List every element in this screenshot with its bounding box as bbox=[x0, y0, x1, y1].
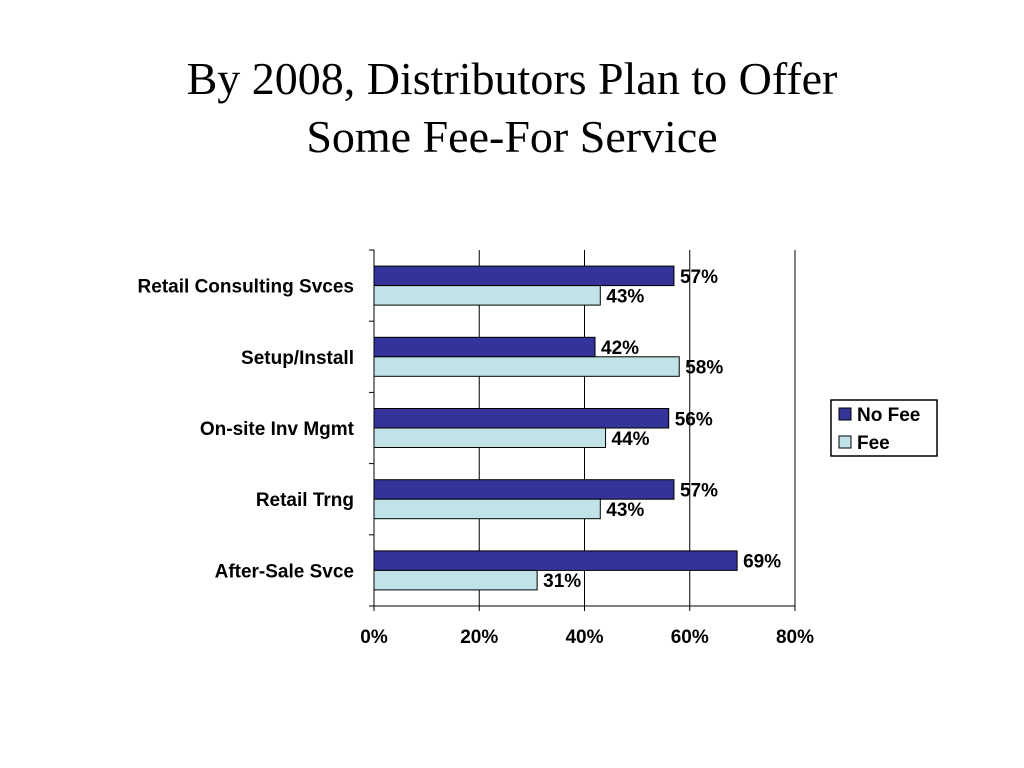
bar bbox=[373, 427, 607, 448]
category-label: On-site Inv Mgmt bbox=[200, 419, 355, 440]
category-label: Retail Consulting Svces bbox=[138, 277, 354, 298]
legend: No Fee Fee bbox=[830, 399, 938, 457]
data-label: 31% bbox=[543, 571, 581, 592]
data-label: 57% bbox=[680, 267, 718, 288]
data-label: 56% bbox=[675, 409, 713, 430]
data-label: 42% bbox=[601, 338, 639, 359]
category-label: After-Sale Svce bbox=[215, 561, 354, 582]
legend-swatch bbox=[838, 435, 852, 449]
data-label: 58% bbox=[685, 358, 723, 379]
axes bbox=[369, 249, 796, 611]
x-tick-label: 40% bbox=[565, 627, 603, 648]
x-tick-label: 80% bbox=[776, 627, 814, 648]
bar bbox=[373, 550, 738, 571]
slide-title: By 2008, Distributors Plan to Offer Some… bbox=[0, 50, 1024, 166]
legend-label: Fee bbox=[857, 433, 890, 454]
data-label: 69% bbox=[743, 552, 781, 573]
category-label: Setup/Install bbox=[241, 348, 354, 369]
x-tick-label: 0% bbox=[360, 627, 388, 648]
bar bbox=[373, 265, 675, 287]
legend-swatch bbox=[838, 407, 852, 421]
bar bbox=[373, 498, 601, 520]
bar bbox=[373, 336, 596, 358]
x-tick-label: 60% bbox=[671, 627, 709, 648]
x-tick-label: 20% bbox=[460, 627, 498, 648]
legend-label: No Fee bbox=[857, 405, 920, 426]
title-line-1: By 2008, Distributors Plan to Offer bbox=[186, 53, 838, 104]
bar bbox=[373, 356, 680, 377]
data-label: 43% bbox=[606, 286, 644, 307]
data-label: 57% bbox=[680, 480, 718, 501]
category-label: Retail Trng bbox=[256, 490, 354, 511]
bar bbox=[373, 408, 670, 429]
data-label: 44% bbox=[612, 429, 650, 450]
labels: 57% 43% Retail Consulting Svces 42% 58% Setup… bbox=[138, 267, 815, 648]
title-line-2: Some Fee-For Service bbox=[306, 111, 718, 162]
bar bbox=[373, 479, 675, 500]
bars bbox=[373, 265, 738, 591]
bar bbox=[373, 285, 601, 306]
data-label: 43% bbox=[606, 500, 644, 521]
bar bbox=[373, 569, 538, 591]
